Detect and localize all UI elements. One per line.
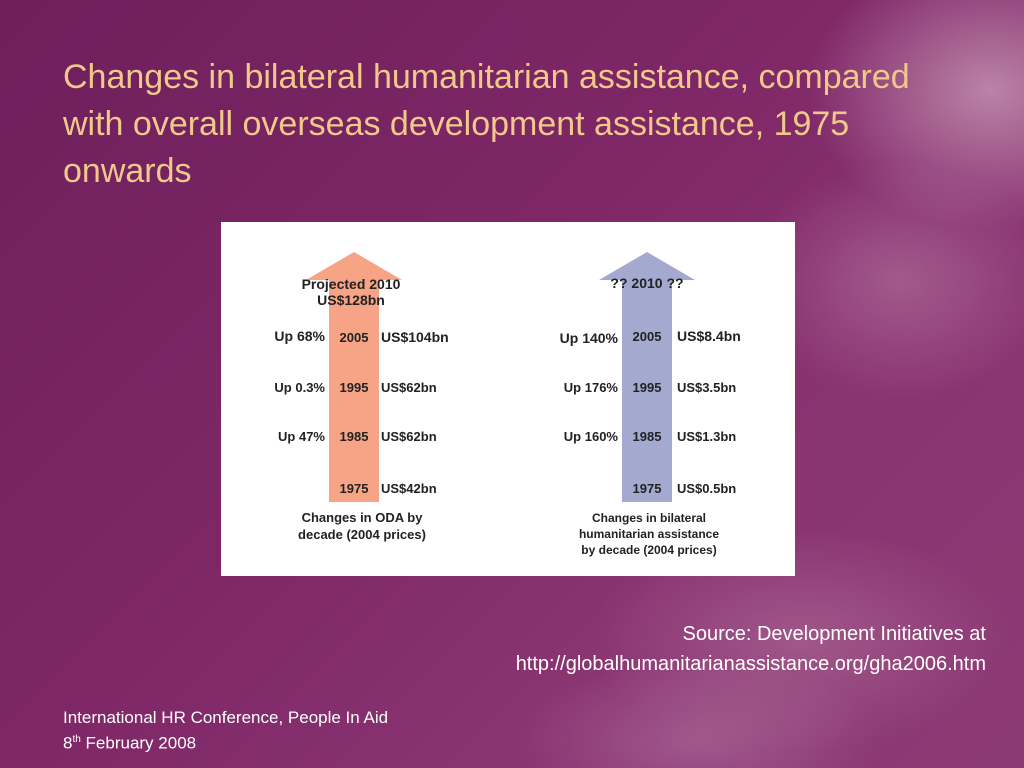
humanitarian-top-label: ?? 2010 ?? (610, 275, 683, 291)
humanitarian-row-change: Up 176% (564, 380, 619, 395)
oda-row-value: US$62bn (381, 380, 437, 395)
oda-arrow (306, 252, 402, 502)
humanitarian-row-value: US$0.5bn (677, 481, 736, 496)
source-text: Source: Development Initiatives at (682, 623, 987, 645)
source-url: http://globalhumanitarianassistance.org/… (515, 653, 986, 675)
humanitarian-row-change: Up 160% (564, 429, 619, 444)
source-note: Source: Development Initiatives at http:… (516, 619, 986, 679)
diagram-canvas: Projected 2010 US$128bn Up 68% 2005 US$1… (274, 252, 741, 557)
footer: International HR Conference, People In A… (63, 707, 388, 755)
oda-row-year: 1985 (340, 429, 369, 444)
oda-row-value: US$42bn (381, 481, 437, 496)
humanitarian-row-year: 1975 (633, 481, 662, 496)
oda-top-label-1: Projected 2010 (302, 276, 401, 292)
humanitarian-row-change: Up 140% (560, 330, 619, 346)
oda-row-change: Up 0.3% (274, 380, 325, 395)
humanitarian-caption-2: humanitarian assistance (579, 527, 719, 541)
footer-date-day: 8 (63, 733, 73, 753)
footer-date-suffix: th (72, 734, 81, 745)
oda-row-value: US$104bn (381, 329, 449, 345)
humanitarian-row-value: US$8.4bn (677, 328, 741, 344)
slide-title: Changes in bilateral humanitarian assist… (63, 58, 910, 190)
oda-caption-1: Changes in ODA by (302, 510, 424, 525)
humanitarian-row-year: 1985 (633, 429, 662, 444)
oda-row-year: 1995 (340, 380, 369, 395)
footer-date-rest: February 2008 (80, 733, 197, 753)
oda-caption-2: decade (2004 prices) (298, 527, 426, 542)
humanitarian-arrow (599, 252, 695, 502)
footer-conference: International HR Conference, People In A… (63, 708, 389, 727)
oda-row-change: Up 68% (274, 328, 325, 344)
humanitarian-row-value: US$1.3bn (677, 429, 736, 444)
oda-row-year: 2005 (340, 330, 369, 345)
oda-row-value: US$62bn (381, 429, 437, 444)
humanitarian-row-value: US$3.5bn (677, 380, 736, 395)
oda-top-label-2: US$128bn (317, 292, 385, 308)
humanitarian-caption-1: Changes in bilateral (592, 511, 706, 525)
oda-row-year: 1975 (340, 481, 369, 496)
humanitarian-caption-3: by decade (2004 prices) (581, 543, 716, 557)
humanitarian-row-year: 1995 (633, 380, 662, 395)
oda-row-change: Up 47% (278, 429, 325, 444)
humanitarian-row-year: 2005 (633, 329, 662, 344)
diagram-panel: Projected 2010 US$128bn Up 68% 2005 US$1… (221, 222, 795, 576)
footer-date: 8th February 2008 (63, 729, 388, 755)
